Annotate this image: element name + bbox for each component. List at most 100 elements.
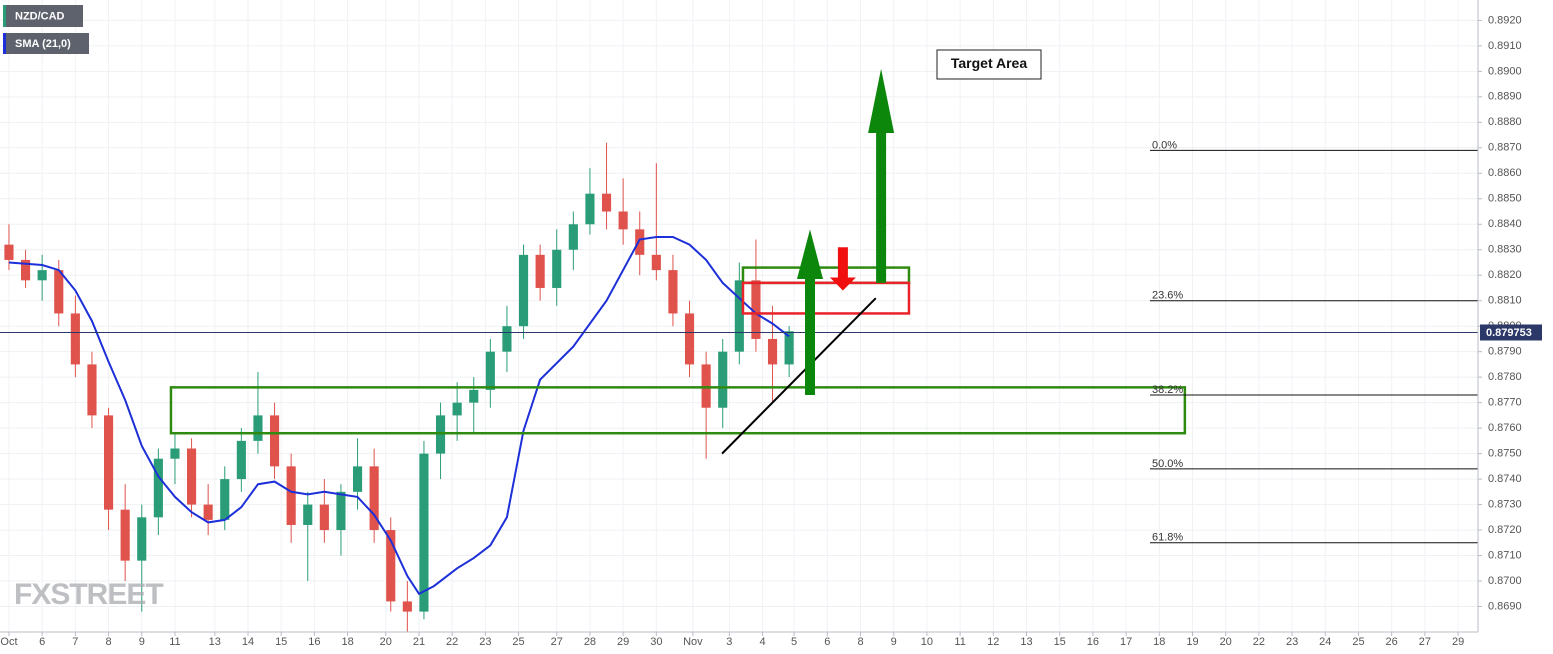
- candle-body: [4, 244, 14, 260]
- candle-body: [203, 504, 213, 520]
- x-tick-label: 26: [1386, 636, 1398, 648]
- x-tick-label: 25: [512, 636, 524, 648]
- x-tick-label: 10: [921, 636, 933, 648]
- candle-body: [751, 280, 761, 339]
- x-tick-label: 25: [1352, 636, 1364, 648]
- x-tick-label: 30: [650, 636, 662, 648]
- x-tick-label: Oct: [0, 636, 17, 648]
- x-tick-label: 29: [617, 636, 629, 648]
- y-tick-label: 0.8900: [1488, 65, 1522, 77]
- y-tick-label: 0.8860: [1488, 167, 1522, 179]
- candle-body: [535, 254, 545, 288]
- x-tick-label: 6: [39, 636, 45, 648]
- y-tick-label: 0.8890: [1488, 91, 1522, 103]
- x-tick-label: 13: [1020, 636, 1032, 648]
- trendline: [721, 297, 877, 455]
- sma-line: [8, 236, 790, 596]
- fib-label: 50.0%: [1152, 458, 1183, 470]
- fib-label: 61.8%: [1152, 532, 1183, 544]
- x-tick-label: 15: [275, 636, 287, 648]
- annotation: Target Area: [951, 55, 1027, 71]
- legend-box: [3, 33, 89, 54]
- x-tick-label: 3: [726, 636, 732, 648]
- y-tick-label: 0.8790: [1488, 346, 1522, 358]
- x-tick-label: 11: [169, 636, 180, 648]
- candle-body: [651, 254, 661, 271]
- candle-body: [635, 229, 645, 255]
- x-tick-label: 21: [413, 636, 425, 648]
- y-tick-label: 0.8740: [1488, 473, 1522, 485]
- y-tick-label: 0.8750: [1488, 448, 1522, 460]
- candle-body: [37, 270, 47, 281]
- candle-body: [767, 338, 778, 365]
- candle-body: [369, 466, 379, 531]
- arrow: [829, 247, 856, 291]
- x-tick-label: 18: [1153, 636, 1165, 648]
- y-tick-label: 0.8690: [1488, 600, 1522, 612]
- price-label: 0.879753: [1486, 327, 1532, 339]
- candle-body: [552, 249, 562, 288]
- candle-body: [54, 270, 64, 314]
- y-tick-label: 0.8850: [1488, 193, 1522, 205]
- grid: [0, 0, 1478, 632]
- overlay: 0.0% 23.6% 38.2% 50.0% 61.8%: [0, 68, 1478, 544]
- annotation-box: [936, 49, 1042, 80]
- watermark: FXSTREET: [14, 578, 163, 611]
- candle-body: [568, 224, 578, 250]
- x-tick-label: 5: [791, 636, 797, 648]
- candle-body: [502, 326, 512, 352]
- zone: [169, 386, 1187, 435]
- y-tick-label: 0.8710: [1488, 549, 1522, 561]
- candle-body: [668, 270, 678, 314]
- candle-body: [253, 415, 263, 441]
- candle-body: [137, 517, 147, 561]
- candle-body: [684, 313, 695, 365]
- candle-body: [269, 415, 280, 467]
- legend-box: [3, 5, 83, 27]
- x-tick-label: 8: [105, 636, 111, 648]
- x-tick-label: 9: [139, 636, 145, 648]
- y-tick-label: 0.8920: [1488, 14, 1522, 26]
- y-tick-label: 0.8770: [1488, 397, 1522, 409]
- candle-body: [618, 211, 628, 230]
- candle-body: [303, 504, 313, 525]
- fib-label: 38.2%: [1152, 384, 1183, 396]
- legend-swatch: [3, 33, 6, 54]
- x-tick-label: 13: [209, 636, 221, 648]
- legend-label: SMA (21,0): [15, 38, 71, 50]
- zone: [741, 281, 911, 315]
- x-tick-label: 20: [1220, 636, 1232, 648]
- x-tick-label: 7: [72, 636, 78, 648]
- candle-body: [20, 259, 31, 281]
- x-tick-label: 29: [1452, 636, 1464, 648]
- x-tick-label: 6: [824, 636, 830, 648]
- candle-body: [153, 458, 163, 518]
- candle-body: [70, 313, 80, 365]
- x-tick-label: 20: [380, 636, 392, 648]
- x-tick-label: 12: [987, 636, 999, 648]
- arrow: [797, 229, 823, 395]
- price-label-box: [1480, 324, 1542, 341]
- y-tick-label: 0.8830: [1488, 244, 1522, 256]
- x-tick-label: 9: [891, 636, 897, 648]
- x-tick-label: 4: [760, 636, 766, 648]
- x-tick-label: 22: [1253, 636, 1265, 648]
- candle-body: [386, 530, 396, 602]
- y-tick-label: 0.8810: [1488, 295, 1522, 307]
- x-tick-label: 18: [341, 636, 353, 648]
- candle-body: [103, 415, 114, 510]
- candle-body: [518, 254, 529, 327]
- candle-body: [469, 389, 479, 403]
- candle-body: [419, 453, 429, 612]
- legend-swatch: [3, 5, 6, 27]
- legend: NZD/CAD SMA (21,0): [3, 5, 89, 54]
- x-tick-label: 8: [857, 636, 863, 648]
- candle-body: [452, 402, 462, 416]
- x-tick-label: 14: [242, 636, 254, 648]
- legend-label: NZD/CAD: [15, 10, 65, 22]
- candle-body: [435, 415, 446, 454]
- candle-body: [286, 466, 296, 525]
- x-tick-label: 27: [1419, 636, 1431, 648]
- x-tick-label: 27: [551, 636, 563, 648]
